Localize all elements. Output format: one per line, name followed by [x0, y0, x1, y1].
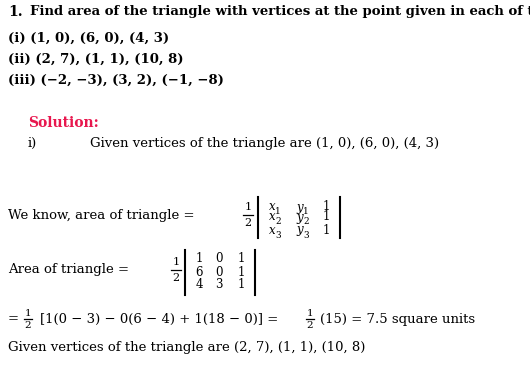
Text: i): i): [28, 136, 37, 150]
Text: [1(0 − 3) − 0(6 − 4) + 1(18 − 0)] =: [1(0 − 3) − 0(6 − 4) + 1(18 − 0)] =: [40, 312, 278, 326]
Text: Given vertices of the triangle are (2, 7), (1, 1), (10, 8): Given vertices of the triangle are (2, 7…: [8, 341, 365, 353]
Text: (ii) (2, 7), (1, 1), (10, 8): (ii) (2, 7), (1, 1), (10, 8): [8, 53, 183, 65]
Text: 1.: 1.: [8, 5, 23, 19]
Text: 1: 1: [196, 253, 202, 265]
Text: 3: 3: [303, 230, 309, 240]
Text: We know, area of triangle =: We know, area of triangle =: [8, 209, 195, 221]
Text: 1: 1: [237, 265, 245, 279]
Text: x: x: [269, 211, 275, 223]
Text: 0: 0: [215, 265, 223, 279]
Text: x: x: [269, 200, 275, 214]
Text: 2: 2: [307, 320, 313, 329]
Text: 1: 1: [275, 208, 281, 217]
Text: 1: 1: [237, 279, 245, 291]
Text: 1: 1: [25, 308, 31, 317]
Text: 3: 3: [215, 279, 223, 291]
Text: 1: 1: [244, 202, 252, 212]
Text: 1: 1: [172, 257, 180, 267]
Text: 0: 0: [215, 253, 223, 265]
Text: 2: 2: [303, 217, 309, 226]
Text: (i) (1, 0), (6, 0), (4, 3): (i) (1, 0), (6, 0), (4, 3): [8, 32, 169, 44]
Text: Find area of the triangle with vertices at the point given in each of the follow: Find area of the triangle with vertices …: [30, 6, 530, 18]
Text: 1: 1: [303, 208, 309, 217]
Text: Area of triangle =: Area of triangle =: [8, 264, 129, 276]
Text: 1: 1: [322, 200, 330, 214]
Text: 2: 2: [244, 218, 252, 228]
Text: y: y: [297, 200, 303, 214]
Text: Given vertices of the triangle are (1, 0), (6, 0), (4, 3): Given vertices of the triangle are (1, 0…: [90, 136, 439, 150]
Text: 1: 1: [322, 211, 330, 223]
Text: 2: 2: [275, 217, 281, 226]
Text: 1: 1: [307, 308, 313, 317]
Text: =: =: [8, 312, 19, 326]
Text: (15) = 7.5 square units: (15) = 7.5 square units: [320, 312, 475, 326]
Text: 2: 2: [172, 273, 180, 283]
Text: (iii) (−2, −3), (3, 2), (−1, −8): (iii) (−2, −3), (3, 2), (−1, −8): [8, 73, 224, 86]
Text: y: y: [297, 223, 303, 237]
Text: y: y: [297, 211, 303, 223]
Text: 2: 2: [25, 320, 31, 329]
Text: 3: 3: [275, 230, 281, 240]
Text: 1: 1: [322, 223, 330, 237]
Text: 1: 1: [237, 253, 245, 265]
Text: x: x: [269, 223, 275, 237]
Text: 6: 6: [195, 265, 203, 279]
Text: 4: 4: [195, 279, 203, 291]
Text: Solution:: Solution:: [28, 116, 99, 130]
